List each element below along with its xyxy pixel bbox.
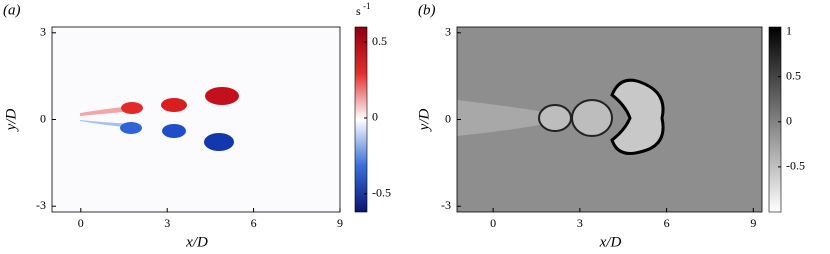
colorbar-unit-exponent: -1 <box>363 1 371 11</box>
colorbar <box>768 26 782 213</box>
vortex <box>205 87 239 105</box>
x-tick-label: 3 <box>164 216 170 230</box>
colorbar-tick-label: -0.5 <box>372 186 391 200</box>
x-tick-label: 6 <box>664 216 670 230</box>
y-tick-label: -3 <box>36 198 46 212</box>
x-axis-label: x/D <box>599 234 622 250</box>
colorbar-tick-label: -0.5 <box>786 159 805 173</box>
y-tick-label: -3 <box>441 198 451 212</box>
panel-label: (b) <box>418 2 436 18</box>
vortex <box>204 133 234 151</box>
colorbar-tick-label: 1 <box>786 23 792 37</box>
vortex-ring <box>610 78 665 155</box>
colorbar-tick-label: 0.5 <box>372 34 387 48</box>
y-tick-label: 0 <box>445 111 451 125</box>
colorbar <box>354 26 368 213</box>
y-tick-label: 3 <box>445 25 451 39</box>
vortex <box>120 122 142 134</box>
field-b <box>457 27 762 212</box>
x-tick-label: 0 <box>490 216 496 230</box>
vortex <box>121 102 143 114</box>
colorbar-tick-label: 0 <box>786 114 792 128</box>
x-axis-label: x/D <box>185 234 208 250</box>
wake <box>457 100 545 136</box>
vortex <box>538 104 572 132</box>
x-tick-label: 3 <box>577 216 583 230</box>
vortex <box>161 98 187 112</box>
field-a <box>52 27 340 212</box>
colorbar-tick-label: 0 <box>372 110 378 124</box>
x-tick-label: 0 <box>78 216 84 230</box>
field-background <box>52 27 340 212</box>
colorbar-tick-label: 0.5 <box>786 68 801 82</box>
x-tick-label: 9 <box>337 216 343 230</box>
y-tick-label: 3 <box>40 25 46 39</box>
x-tick-label: 6 <box>251 216 257 230</box>
colorbar-unit: s <box>356 4 361 18</box>
y-axis-label: y/D <box>3 109 19 133</box>
panel-label: (a) <box>3 2 21 18</box>
y-tick-label: 0 <box>40 111 46 125</box>
y-axis-label: y/D <box>416 109 432 133</box>
x-tick-label: 9 <box>750 216 756 230</box>
vortex <box>571 99 613 137</box>
vortex <box>162 124 186 138</box>
